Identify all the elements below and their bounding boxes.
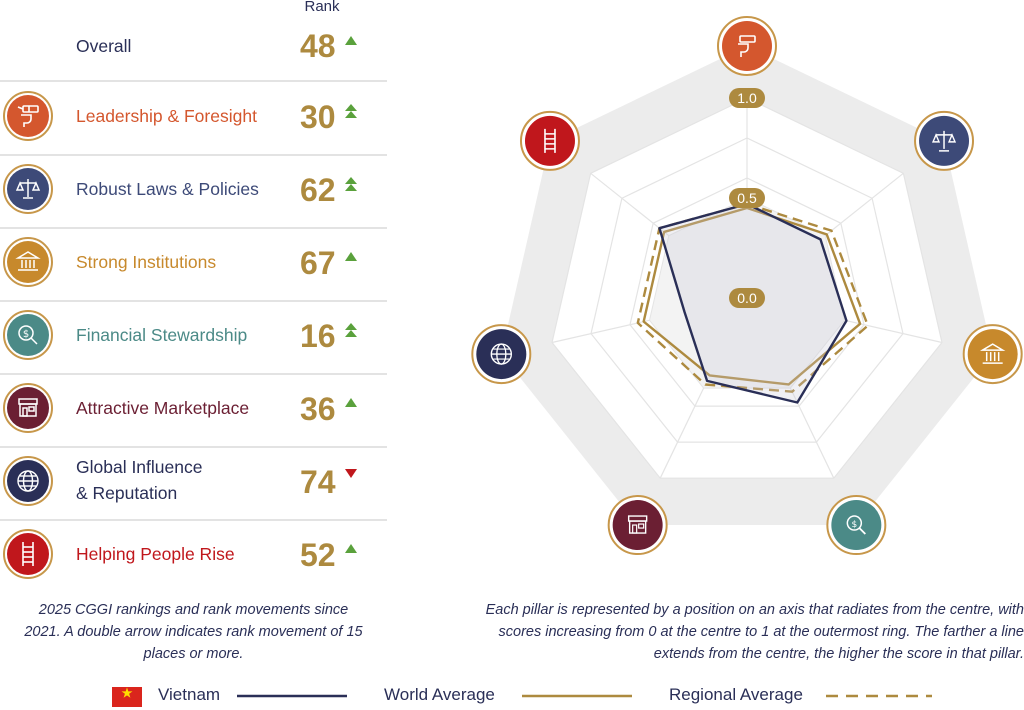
pillar-row-leadership: Leadership & Foresight 30 [0,82,387,156]
pillar-row-laws: Robust Laws & Policies 62 [0,155,387,229]
legend-world-label: World Average [384,685,495,704]
storefront-icon [607,495,668,556]
radar-ring-label: 1.0 [729,88,765,108]
overall-label: Overall [76,36,132,56]
pillar-rank: 62 [300,172,336,208]
pillar-rank: 52 [300,537,336,573]
ladder-icon [22,542,34,566]
radar-series-world-average [642,206,862,386]
global-icon-badge [3,456,53,506]
bank-building-icon [962,324,1023,385]
radar-ring-label: 0.0 [729,288,765,308]
pillar-rank: 36 [300,391,336,427]
pillar-label-line1: Global Influence [76,457,203,477]
marketplace-icon-badge [3,383,53,433]
pillar-row-global: Global Influence & Reputation 74 [0,447,387,521]
institutions-icon-badge [3,237,53,287]
globe-icon [471,324,532,385]
pillar-label: Robust Laws & Policies [76,179,259,199]
telescope-hand-icon [717,16,777,76]
svg-text:$: $ [851,520,857,530]
up-arrow-icon [345,36,357,45]
svg-text:0.0: 0.0 [737,290,757,306]
pillar-rank: 67 [300,245,336,281]
up-arrow-icon [345,252,357,261]
pillar-rank: 30 [300,99,336,135]
pillar-row-institutions: Strong Institutions 67 [0,228,387,302]
pillar-label: Financial Stewardship [76,325,248,345]
scales-icon [914,110,975,171]
financial-icon-badge: $ [3,310,53,360]
scales-icon [15,179,41,199]
dollar-magnifier-icon: $ [18,325,38,345]
radar-caption: Each pillar is represented by a position… [485,602,1024,662]
storefront-icon [18,398,38,417]
double-up-arrow-icon [345,323,357,337]
rank-header: Rank [304,0,340,15]
legend-regional-label: Regional Average [669,685,803,704]
people-icon-badge [3,529,53,579]
up-arrow-icon [345,398,357,407]
down-arrow-icon [345,469,357,478]
up-arrow-icon [345,544,357,553]
pillar-label: Strong Institutions [76,252,217,272]
globe-icon [17,470,39,492]
radar-series-regional-average [636,202,870,393]
pillar-row-marketplace: Attractive Marketplace 36 [0,374,387,448]
pillar-rank: 16 [300,318,336,354]
pillar-label: Attractive Marketplace [76,398,250,418]
leadership-icon-badge [3,91,53,141]
legend-world-line [522,694,632,698]
rank-caption: 2025 CGGI rankings and rank movements si… [24,602,363,662]
dollar-magnifier-icon: $ [826,495,887,556]
chart-legend: Vietnam World Average Regional Average [0,680,1024,710]
legend-regional-line [826,694,932,698]
overall-rank: 48 [300,28,336,64]
double-up-arrow-icon [345,104,357,118]
radar-grid-ring [551,97,943,479]
telescope-hand-icon [17,105,39,127]
pillar-label: Leadership & Foresight [76,106,257,126]
pillar-row-financial: $ Financial Stewardship 16 [0,301,387,375]
radar-grid-ring [629,177,865,407]
bank-building-icon [15,251,41,271]
vietnam-flag-icon [112,687,142,707]
radar-chart: $ 0.0 0.5 1.0 [471,16,1023,556]
svg-text:1.0: 1.0 [737,90,757,106]
double-up-arrow-icon [345,177,357,191]
radar-grid-ring [590,137,904,443]
radar-ring-label: 0.5 [729,188,765,208]
svg-text:$: $ [23,329,29,340]
laws-icon-badge [3,164,53,214]
pillar-rank: 74 [300,464,336,500]
legend-vietnam-line [237,694,347,698]
overall-row: Overall 48 [0,10,387,82]
pillar-row-people: Helping People Rise 52 [0,520,387,592]
svg-text:0.5: 0.5 [737,190,757,206]
pillar-label-line2: & Reputation [76,483,178,503]
legend-vietnam-label: Vietnam [158,685,221,704]
pillar-label: Helping People Rise [76,544,235,564]
ladder-icon [519,110,580,171]
